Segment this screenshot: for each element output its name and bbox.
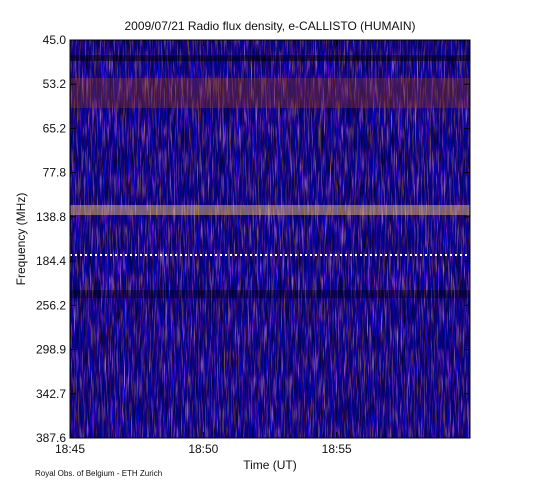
y-tick-label: 65.2 — [43, 121, 67, 135]
y-tick-label: 45.0 — [43, 33, 67, 47]
x-axis-label: Time (UT) — [243, 458, 297, 472]
plot-frame — [69, 39, 471, 439]
y-axis-label: Frequency (MHz) — [14, 193, 28, 286]
x-tick-label: 18:50 — [188, 442, 218, 456]
y-tick-label: 77.8 — [43, 166, 67, 180]
y-tick-label: 298.9 — [36, 343, 66, 357]
y-tick-label: 342.7 — [36, 387, 66, 401]
chart-title: 2009/07/21 Radio flux density, e-CALLIST… — [124, 19, 415, 33]
y-tick-label: 184.4 — [36, 254, 66, 268]
y-tick-label: 53.2 — [43, 77, 67, 91]
y-tick-label: 138.8 — [36, 210, 66, 224]
x-tick-label: 18:45 — [55, 442, 85, 456]
y-tick-label: 256.2 — [36, 298, 66, 312]
credit: Royal Obs. of Belgium - ETH Zurich — [35, 469, 162, 478]
spectrogram — [70, 40, 470, 438]
y-tick-label: 387.6 — [36, 431, 66, 445]
x-tick-label: 18:55 — [322, 442, 352, 456]
